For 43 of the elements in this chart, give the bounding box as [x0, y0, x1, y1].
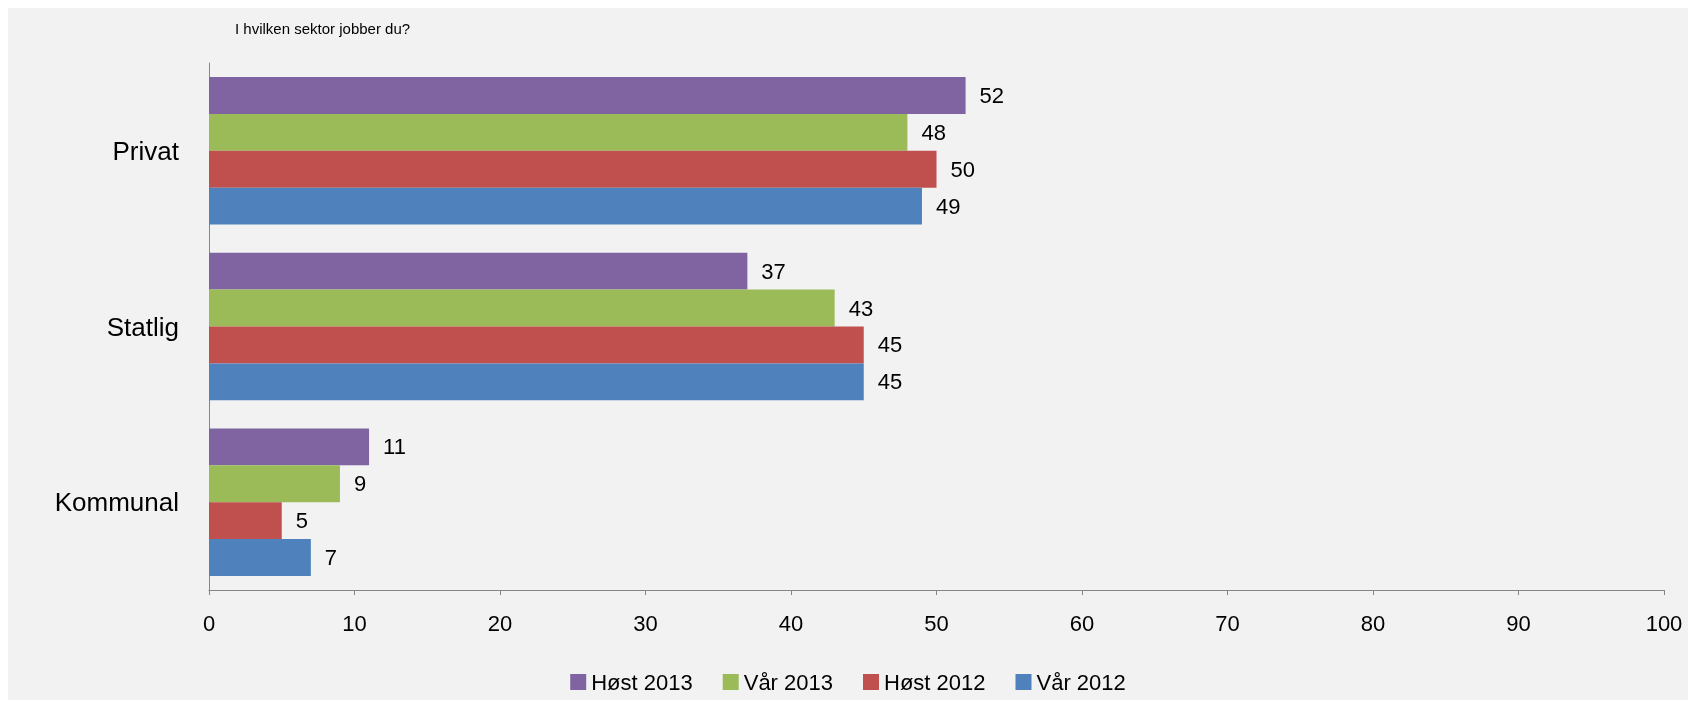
chart-title: I hvilken sektor jobber du?	[235, 20, 411, 37]
bar	[209, 77, 966, 114]
bar	[209, 539, 311, 576]
bar	[209, 289, 835, 327]
x-tick-label: 0	[202, 610, 216, 636]
x-tick-label: 70	[1215, 610, 1240, 636]
x-tick-label: 80	[1360, 610, 1386, 636]
bar	[209, 150, 937, 188]
bar	[209, 326, 864, 364]
x-tick-label: 40	[778, 610, 804, 636]
data-label: 52	[979, 83, 1005, 108]
bar	[209, 113, 908, 151]
data-label: 45	[877, 332, 903, 358]
data-label: 37	[761, 258, 786, 284]
bar	[209, 502, 282, 540]
data-label: 45	[877, 369, 903, 395]
data-label: 9	[353, 471, 367, 497]
bar	[209, 187, 922, 225]
x-tick-label: 20	[487, 610, 513, 636]
data-label: 43	[848, 295, 874, 321]
x-tick-label: 90	[1506, 610, 1531, 636]
bar	[209, 428, 370, 466]
x-tick-label: 30	[633, 610, 658, 636]
y-tick-label: Privat	[112, 135, 180, 166]
data-label: 49	[935, 193, 961, 219]
bar	[209, 465, 340, 503]
y-tick-label: Kommunal	[54, 487, 179, 518]
y-tick-label: Statlig	[106, 311, 179, 342]
data-label: 5	[295, 508, 308, 534]
bar	[209, 252, 748, 290]
x-tick-label: 100	[1645, 610, 1683, 636]
x-tick-label: 50	[924, 610, 949, 636]
legend-label: Høst 2012	[884, 669, 986, 695]
data-label: 7	[324, 545, 338, 570]
bar	[209, 363, 864, 401]
data-label: 11	[383, 434, 406, 460]
legend-label: Vår 2013	[743, 669, 834, 695]
legend-label: Vår 2012	[1036, 669, 1126, 695]
x-tick-label: 10	[342, 610, 367, 636]
legend-label: Høst 2013	[591, 669, 693, 695]
data-label: 48	[921, 119, 946, 145]
x-tick-label: 60	[1069, 610, 1095, 636]
data-label: 50	[950, 156, 975, 182]
